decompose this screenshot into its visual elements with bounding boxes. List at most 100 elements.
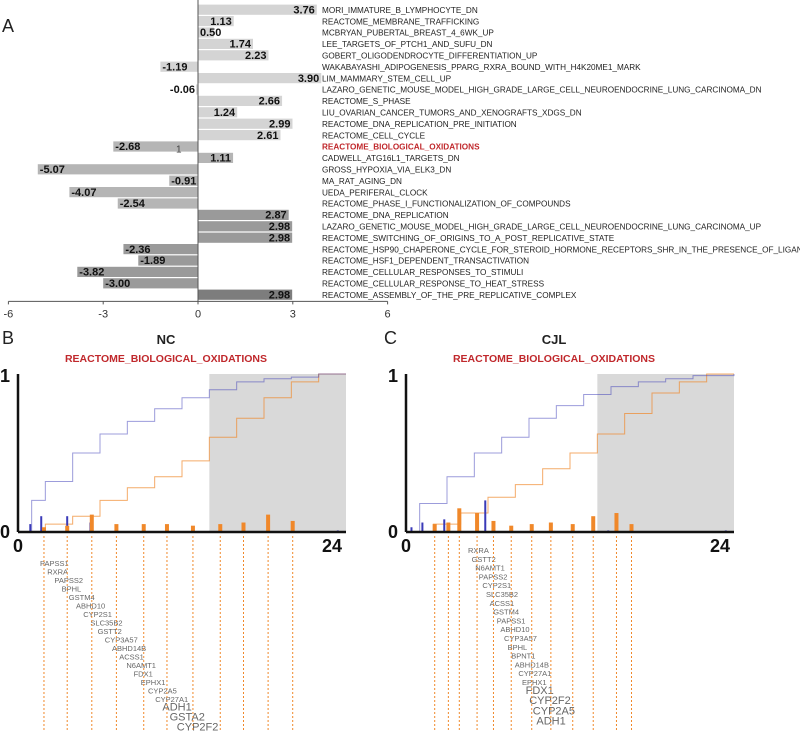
blue-curve <box>18 373 346 533</box>
category-label: REACTOME_CELL_CYCLE <box>322 131 426 140</box>
orange-bar <box>491 520 496 532</box>
gene-label: CYP27A1 <box>518 669 551 678</box>
orange-bar <box>446 522 451 532</box>
gene-label: BPNT1 <box>511 652 535 661</box>
y-tick-label: 0 <box>0 522 10 542</box>
bar-value-label: 3.76 <box>293 4 314 16</box>
category-label: CADWELL_ATG16L1_TARGETS_DN <box>322 154 460 163</box>
gene-label: CYP2S1 <box>83 610 112 619</box>
category-label: REACTOME_DNA_REPLICATION <box>322 211 449 220</box>
bar-value-label: -3.82 <box>79 267 104 279</box>
bar <box>198 118 293 129</box>
bar <box>138 255 198 266</box>
x-tick-label: 0 <box>195 308 201 320</box>
category-label: GROSS_HYPOXIA_VIA_ELK3_DN <box>322 166 451 175</box>
bar <box>198 107 238 118</box>
blue-bar <box>410 527 413 532</box>
orange-bar <box>591 516 596 532</box>
orange-bar <box>475 513 480 532</box>
bar <box>198 50 269 61</box>
category-label: REACTOME_PHASE_I_FUNCTIONALIZATION_OF_CO… <box>322 200 571 209</box>
blue-bar <box>443 519 446 532</box>
gene-label: CYP3A57 <box>105 636 138 645</box>
orange-bar <box>290 520 295 532</box>
blue-curve <box>406 374 735 533</box>
bar-value-label: 2.61 <box>257 130 278 142</box>
gene-label: PAPSS2 <box>54 576 83 585</box>
gsea-plot-cjl: CJL REACTOME_BIOLOGICAL_OXIDATIONS 1 00 24 RX… <box>388 332 735 731</box>
bar-chart: 3.76 MORI_IMMATURE_B_LYMPHOCYTE_DN 1.13 REA… <box>4 0 800 320</box>
gene-label: ADH1 <box>162 702 191 714</box>
y-tick-label: 1 <box>388 366 398 386</box>
bar-value-label: 3.90 <box>298 73 319 85</box>
bar <box>198 152 234 163</box>
gene-label: CYP27A1 <box>155 695 188 704</box>
gene-label: CYP2S1 <box>482 581 511 590</box>
gene-label: GSTM4 <box>69 593 95 602</box>
bar-value-label: 2.98 <box>269 289 290 301</box>
blue-bar <box>29 524 32 532</box>
category-label: REACTOME_CELLULAR_RESPONSES_TO_STIMULI <box>322 268 523 277</box>
gene-label: N6AMT1 <box>475 564 505 573</box>
x-tick-label: 0 <box>13 536 23 556</box>
blue-bar <box>484 500 487 532</box>
panel-label-a: A <box>2 16 14 36</box>
gene-label: CYP3A57 <box>504 634 537 643</box>
gene-label: EPHX1 <box>522 678 547 687</box>
bar-value-label: -1.89 <box>140 255 165 267</box>
gene-label: ABHD14B <box>112 644 146 653</box>
plot-subtitle: REACTOME_BIOLOGICAL_OXIDATIONS <box>453 353 655 365</box>
gene-label: SLC35B2 <box>486 590 518 599</box>
gene-label: RXRA <box>47 568 68 577</box>
bar-value-label: 2.66 <box>259 96 280 108</box>
bar-value-label: 1.13 <box>210 16 231 28</box>
category-label: LIM_MAMMARY_STEM_CELL_UP <box>322 74 452 83</box>
bar <box>169 175 198 186</box>
orange-bar <box>570 524 575 532</box>
x-tick-label: 24 <box>322 536 342 556</box>
bar-value-label: -0.91 <box>171 175 196 187</box>
category-label: MCBRYAN_PUBERTAL_BREAST_4_6WK_UP <box>322 29 494 38</box>
bar <box>198 27 214 38</box>
blue-bar <box>40 516 43 532</box>
bar-value-label: 1.11 <box>210 153 231 165</box>
bar <box>103 278 198 289</box>
category-label: LAZARO_GENETIC_MOUSE_MODEL_HIGH_GRADE_LA… <box>322 86 762 95</box>
bar-value-label: -2.36 <box>125 244 150 256</box>
bar-value-label: 1.74 <box>230 39 252 51</box>
orange-bar <box>141 524 146 532</box>
blue-bar <box>421 522 424 532</box>
gene-label: FDX1 <box>526 685 554 697</box>
orange-bar <box>89 514 94 532</box>
bar <box>198 73 322 84</box>
bar-value-label: 0.50 <box>200 27 221 39</box>
category-label: REACTOME_SWITCHING_OF_ORIGINS_TO_A_POST_… <box>322 234 615 243</box>
orange-bar <box>190 525 195 532</box>
category-label: LEE_TARGETS_OF_PTCH1_AND_SUFU_DN <box>322 40 493 49</box>
bar <box>198 38 253 49</box>
bar-value-label: -4.07 <box>71 187 96 199</box>
x-tick-label: 24 <box>710 536 730 556</box>
gene-label: CYP2F2 <box>177 722 219 732</box>
category-label: REACTOME_CELLULAR_RESPONSE_TO_HEAT_STRES… <box>322 280 545 289</box>
gene-label: ACSS1 <box>490 599 515 608</box>
gene-label: CYP2A5 <box>148 687 177 696</box>
orange-bar <box>629 524 634 532</box>
category-label: LIU_OVARIAN_CANCER_TUMORS_AND_XENOGRAFTS… <box>322 109 582 118</box>
bar-value-label: -2.54 <box>120 198 146 210</box>
x-tick-label: 6 <box>385 308 391 320</box>
gene-label: ABHD10 <box>76 602 105 611</box>
bar-value-label: 1.24 <box>214 107 236 119</box>
gene-label: GSTA2 <box>170 712 205 724</box>
orange-bar <box>41 527 46 532</box>
gene-label: CYP2F2 <box>529 695 571 707</box>
gene-label: ABHD10 <box>500 625 529 634</box>
bar-value-label: -2.68 <box>115 141 140 153</box>
x-tick-label: -6 <box>4 308 14 320</box>
gene-label: PAPSS1 <box>40 559 69 568</box>
category-label: REACTOME_HSP90_CHAPERONE_CYCLE_FOR_STERO… <box>322 245 800 254</box>
category-label: REACTOME_MEMBRANE_TRAFFICKING <box>322 17 479 26</box>
bar <box>113 141 198 152</box>
category-label: MORI_IMMATURE_B_LYMPHOCYTE_DN <box>322 6 478 15</box>
